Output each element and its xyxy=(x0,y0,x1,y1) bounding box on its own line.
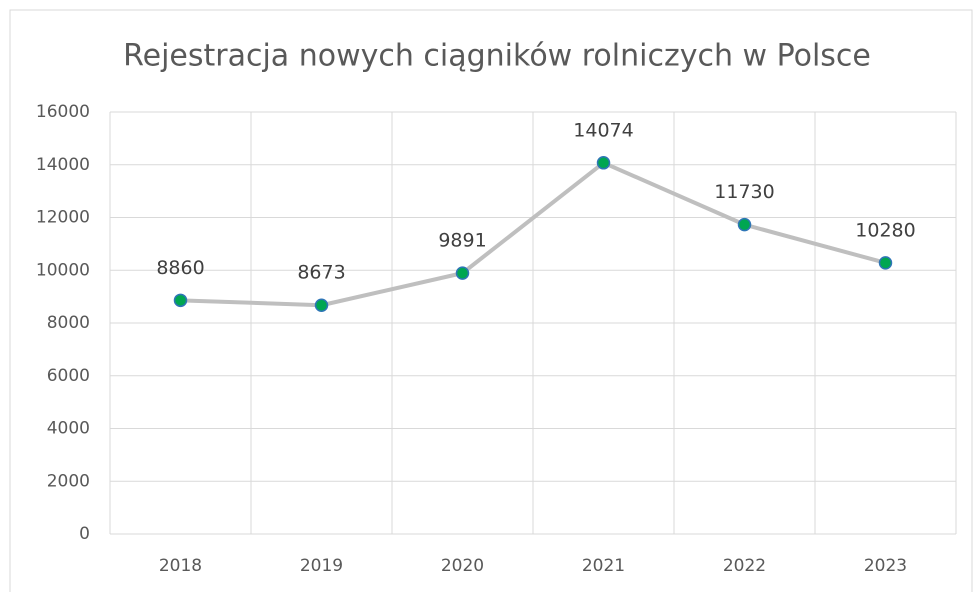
series-line xyxy=(180,160,887,308)
data-label: 10280 xyxy=(855,219,915,241)
y-tick-label: 14000 xyxy=(36,155,90,175)
x-tick-label: 2020 xyxy=(441,556,484,576)
marker xyxy=(596,156,611,170)
marker xyxy=(173,293,188,308)
y-tick-label: 16000 xyxy=(36,102,90,122)
y-tick-label: 8000 xyxy=(47,313,90,333)
x-tick-label: 2021 xyxy=(582,556,625,576)
data-label: 8673 xyxy=(297,262,345,284)
x-tick-label: 2018 xyxy=(159,556,202,576)
marker xyxy=(455,266,470,280)
chart-frame xyxy=(9,9,973,592)
y-tick-label: 6000 xyxy=(47,366,90,386)
data-label: 9891 xyxy=(438,230,486,252)
y-tick-label: 2000 xyxy=(47,471,90,491)
data-label: 11730 xyxy=(714,181,774,203)
y-tick-label: 0 xyxy=(79,524,90,544)
x-tick-label: 2022 xyxy=(723,556,766,576)
x-tick-label: 2023 xyxy=(864,556,907,576)
y-tick-label: 12000 xyxy=(36,208,90,228)
marker xyxy=(878,256,893,270)
marker xyxy=(737,217,752,232)
data-label: 8860 xyxy=(156,257,204,279)
y-tick-label: 10000 xyxy=(36,260,90,280)
marker xyxy=(314,298,329,312)
data-label: 14074 xyxy=(573,119,633,141)
chart-title: Rejestracja nowych ciągników rolniczych … xyxy=(123,39,871,74)
y-tick-label: 4000 xyxy=(47,419,90,439)
x-tick-label: 2019 xyxy=(300,556,343,576)
